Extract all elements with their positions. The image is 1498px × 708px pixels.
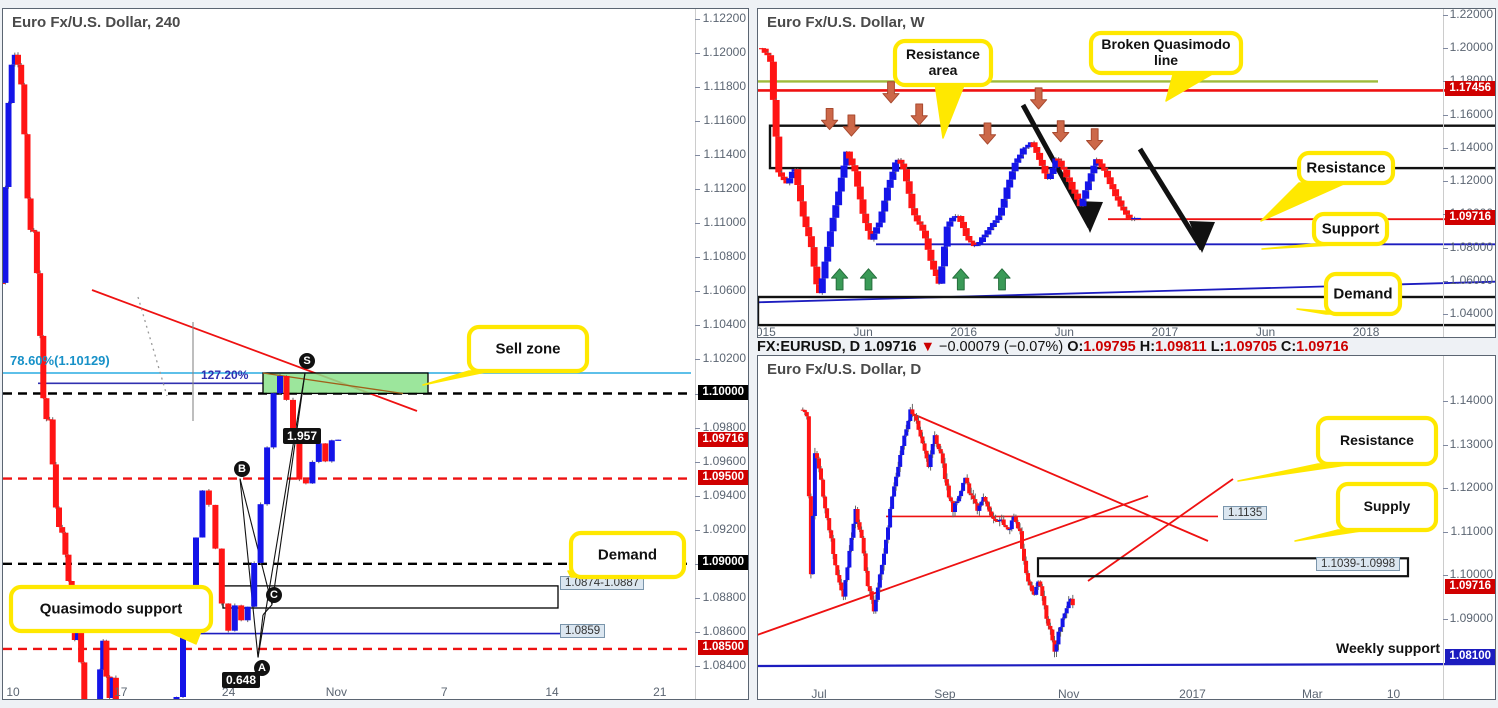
svg-text:Sell zone: Sell zone [495, 340, 560, 357]
svg-text:Quasimodo support: Quasimodo support [40, 600, 183, 617]
svg-text:line: line [1154, 52, 1178, 68]
svg-text:Demand: Demand [1333, 285, 1392, 302]
svg-text:Resistance: Resistance [1306, 159, 1385, 176]
svg-text:Supply: Supply [1364, 498, 1411, 514]
svg-text:Resistance: Resistance [906, 46, 980, 62]
svg-text:Support: Support [1322, 220, 1380, 237]
svg-text:Broken Quasimodo: Broken Quasimodo [1101, 36, 1230, 52]
svg-text:Demand: Demand [598, 546, 657, 563]
svg-text:Resistance: Resistance [1340, 432, 1414, 448]
svg-text:area: area [929, 62, 958, 78]
